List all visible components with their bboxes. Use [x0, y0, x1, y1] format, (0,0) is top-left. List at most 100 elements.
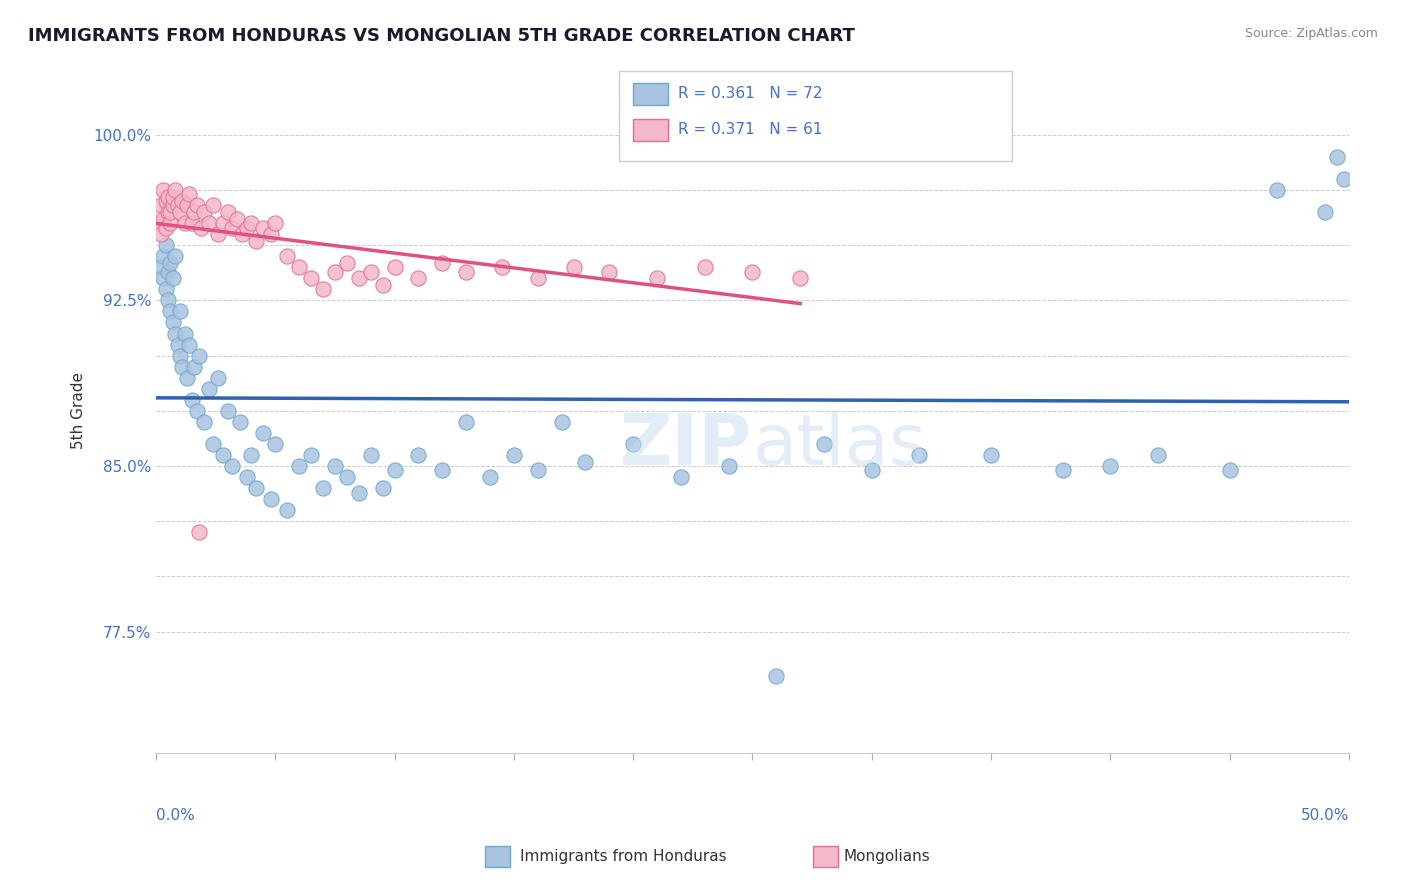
Point [197, 382, 219, 396]
Point [384, 260, 406, 275]
Point [152, 249, 174, 263]
Point [1052, 463, 1074, 477]
Point [562, 260, 585, 275]
Text: Immigrants from Honduras: Immigrants from Honduras [520, 849, 727, 863]
Point [155, 194, 177, 208]
Point [645, 271, 668, 285]
Point [169, 349, 191, 363]
Point [228, 415, 250, 429]
Point [252, 425, 274, 440]
Point [813, 437, 835, 451]
Point [860, 463, 883, 477]
Point [384, 463, 406, 477]
Point [183, 205, 205, 219]
Point [152, 183, 174, 197]
Point [188, 349, 211, 363]
Point [288, 260, 311, 275]
Point [149, 198, 172, 212]
Point [252, 220, 274, 235]
Point [502, 448, 524, 462]
Text: R = 0.371   N = 61: R = 0.371 N = 61 [678, 122, 823, 136]
Point [172, 194, 194, 208]
Point [479, 470, 502, 484]
Point [165, 249, 187, 263]
Point [156, 205, 179, 219]
Point [276, 503, 298, 517]
Point [264, 437, 287, 451]
Point [456, 415, 478, 429]
Point [526, 271, 548, 285]
Point [1099, 458, 1122, 473]
Point [1313, 205, 1336, 219]
Point [245, 481, 267, 495]
Text: 50.0%: 50.0% [1301, 808, 1348, 823]
Point [156, 189, 179, 203]
Point [1326, 150, 1348, 164]
Point [245, 234, 267, 248]
Point [166, 198, 188, 212]
Point [155, 238, 177, 252]
Point [408, 448, 430, 462]
Point [169, 304, 191, 318]
Point [741, 265, 763, 279]
Point [550, 415, 572, 429]
Point [221, 220, 243, 235]
Point [336, 470, 359, 484]
Point [276, 249, 298, 263]
Point [159, 205, 181, 219]
Point [360, 448, 382, 462]
Point [408, 271, 430, 285]
Point [240, 216, 263, 230]
Point [176, 198, 198, 212]
Point [908, 448, 931, 462]
Point [180, 392, 202, 407]
Point [162, 198, 184, 212]
Point [432, 463, 454, 477]
Point [669, 470, 692, 484]
Point [217, 404, 239, 418]
Point [155, 282, 177, 296]
Point [172, 359, 194, 374]
Point [574, 454, 596, 468]
Point [169, 205, 191, 219]
Point [166, 337, 188, 351]
Point [186, 198, 208, 212]
Point [226, 211, 249, 226]
Point [148, 216, 170, 230]
Point [159, 304, 181, 318]
Point [193, 415, 215, 429]
Point [360, 265, 382, 279]
Point [173, 326, 195, 341]
Point [1147, 448, 1170, 462]
Text: ZIP: ZIP [620, 410, 752, 480]
Point [323, 458, 346, 473]
Point [165, 326, 187, 341]
Point [347, 485, 370, 500]
Point [347, 271, 370, 285]
Point [598, 265, 620, 279]
Point [312, 481, 335, 495]
Point [217, 205, 239, 219]
Point [152, 271, 174, 285]
Y-axis label: 5th Grade: 5th Grade [72, 372, 86, 450]
Point [186, 404, 208, 418]
Text: R = 0.361   N = 72: R = 0.361 N = 72 [678, 87, 823, 101]
Point [162, 271, 184, 285]
Point [299, 271, 322, 285]
Point [1218, 463, 1240, 477]
Point [183, 359, 205, 374]
Point [717, 458, 740, 473]
Point [207, 227, 229, 241]
Point [259, 492, 281, 507]
Text: Source: ZipAtlas.com: Source: ZipAtlas.com [1244, 27, 1378, 40]
Point [264, 216, 287, 230]
Point [159, 256, 181, 270]
Text: Mongolians: Mongolians [844, 849, 931, 863]
Point [371, 481, 394, 495]
Point [221, 458, 243, 473]
Point [323, 265, 346, 279]
Point [526, 463, 548, 477]
Point [176, 370, 198, 384]
Point [259, 227, 281, 241]
Point [288, 458, 311, 473]
